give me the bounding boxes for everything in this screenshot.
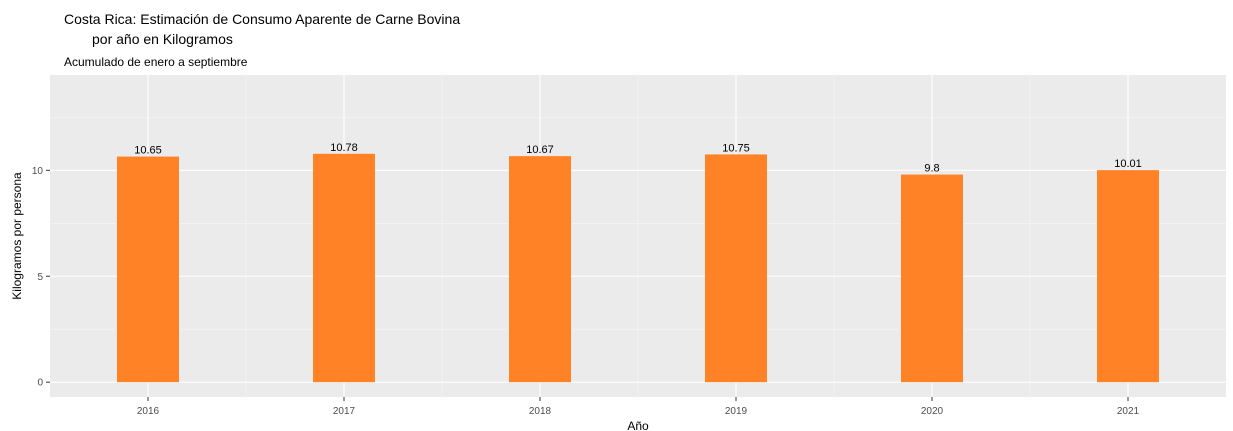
bar-value-label: 10.78 bbox=[330, 142, 358, 154]
y-tick-label: 5 bbox=[37, 272, 43, 283]
bar-value-label: 10.65 bbox=[134, 145, 162, 157]
bar-value-label: 9.8 bbox=[924, 163, 939, 175]
minor-gridlines bbox=[50, 75, 1226, 397]
y-tick-label: 10 bbox=[32, 166, 44, 177]
x-axis-ticks: 2016 2017 2018 2019 2020 2021 bbox=[137, 397, 1140, 417]
bar bbox=[1097, 170, 1159, 383]
bar bbox=[705, 154, 767, 383]
bar-value-label: 10.01 bbox=[1114, 158, 1142, 170]
y-axis-ticks: 0 5 10 bbox=[32, 166, 50, 389]
bar-series bbox=[117, 153, 1159, 383]
bar bbox=[901, 174, 963, 383]
y-tick-label: 0 bbox=[37, 378, 43, 389]
chart-title-line1: Costa Rica: Estimación de Consumo Aparen… bbox=[64, 11, 460, 27]
x-tick-label: 2018 bbox=[529, 406, 552, 417]
bar-value-label: 10.67 bbox=[526, 144, 554, 156]
bar-value-label: 10.75 bbox=[722, 142, 750, 154]
data-labels: 10.65 10.78 10.67 10.75 9.8 10.01 bbox=[134, 142, 1142, 175]
x-tick-label: 2016 bbox=[137, 406, 160, 417]
x-tick-label: 2019 bbox=[725, 406, 748, 417]
bar bbox=[313, 153, 375, 383]
chart-subtitle: Acumulado de enero a septiembre bbox=[64, 55, 248, 69]
x-tick-label: 2020 bbox=[921, 406, 944, 417]
y-axis-label: Kilogramos por persona bbox=[10, 172, 24, 300]
x-tick-label: 2021 bbox=[1117, 406, 1140, 417]
chart-title-line2: por año en Kilogramos bbox=[92, 31, 233, 47]
x-axis-label: Año bbox=[627, 419, 649, 431]
bar bbox=[509, 156, 571, 383]
bar bbox=[117, 156, 179, 383]
x-tick-label: 2017 bbox=[333, 406, 356, 417]
